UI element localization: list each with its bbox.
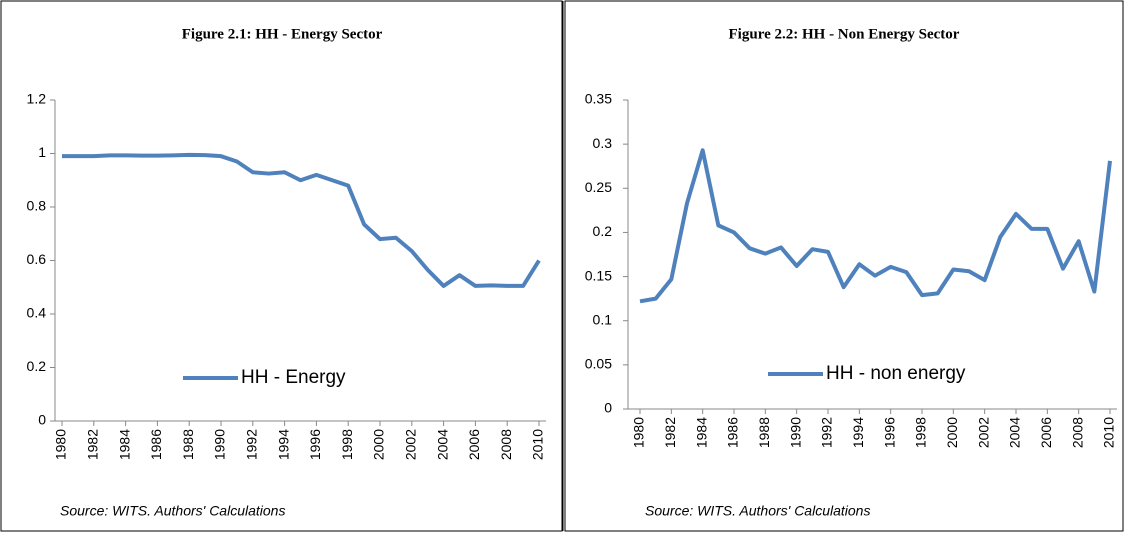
x-tick-label: 1988	[180, 429, 196, 460]
chart-title: Figure 2.2: HH - Non Energy Sector	[729, 26, 960, 42]
legend-label: HH - Energy	[241, 367, 346, 388]
x-tick-label: 2008	[498, 429, 514, 460]
x-tick-label: 1994	[275, 429, 291, 460]
x-tick-label: 1984	[693, 417, 709, 448]
x-tick-label: 2010	[1101, 417, 1117, 448]
x-tick-label: 1982	[85, 429, 101, 460]
y-tick-label: 0.2	[593, 223, 613, 239]
x-tick-label: 1996	[881, 417, 897, 448]
y-tick-label: 0.6	[27, 251, 47, 267]
x-tick-label: 2004	[1007, 417, 1023, 448]
y-tick-label: 1	[38, 144, 46, 160]
y-tick-label: 0	[38, 412, 46, 428]
x-tick-label: 1980	[631, 417, 647, 448]
y-tick-label: 0.2	[27, 358, 47, 374]
x-tick-label: 2006	[1038, 417, 1054, 448]
x-tick-label: 1990	[212, 429, 228, 460]
x-tick-label: 2006	[466, 429, 482, 460]
x-tick-label: 2004	[434, 429, 450, 460]
y-tick-label: 0.3	[593, 135, 613, 151]
x-tick-label: 1998	[913, 417, 929, 448]
y-tick-label: 0.1	[593, 311, 613, 327]
x-tick-label: 1992	[244, 429, 260, 460]
x-tick-label: 2000	[371, 429, 387, 460]
x-tick-label: 1998	[339, 429, 355, 460]
x-tick-label: 1988	[756, 417, 772, 448]
x-tick-label: 1990	[787, 417, 803, 448]
series-line	[62, 152, 541, 288]
y-tick-label: 0.25	[585, 179, 612, 195]
x-tick-label: 1984	[116, 429, 132, 460]
panel-border	[564, 0, 1124, 532]
y-tick-label: 0	[604, 400, 612, 416]
x-tick-label: 2010	[530, 429, 546, 460]
x-tick-label: 1982	[662, 417, 678, 448]
series-line	[639, 148, 1112, 304]
legend-label: HH - non energy	[826, 363, 966, 384]
y-tick-label: 0.15	[585, 267, 612, 283]
y-tick-label: 0.4	[27, 305, 47, 321]
x-tick-label: 2002	[403, 429, 419, 460]
panel-border	[0, 0, 563, 532]
chart-title: Figure 2.1: HH - Energy Sector	[182, 26, 383, 42]
y-tick-label: 0.05	[585, 356, 612, 372]
x-tick-label: 2000	[944, 417, 960, 448]
source-note: Source: WITS. Authors' Calculations	[60, 503, 285, 519]
y-tick-label: 0.35	[585, 91, 612, 107]
x-tick-label: 2008	[1069, 417, 1085, 448]
x-tick-label: 1996	[307, 429, 323, 460]
x-tick-label: 1986	[725, 417, 741, 448]
y-tick-label: 1.2	[27, 91, 47, 107]
x-tick-label: 1986	[148, 429, 164, 460]
x-tick-label: 2002	[975, 417, 991, 448]
source-note: Source: WITS. Authors' Calculations	[645, 503, 870, 519]
y-tick-label: 0.8	[27, 198, 47, 214]
x-tick-label: 1994	[850, 417, 866, 448]
x-tick-label: 1980	[53, 429, 69, 460]
x-tick-label: 1992	[819, 417, 835, 448]
